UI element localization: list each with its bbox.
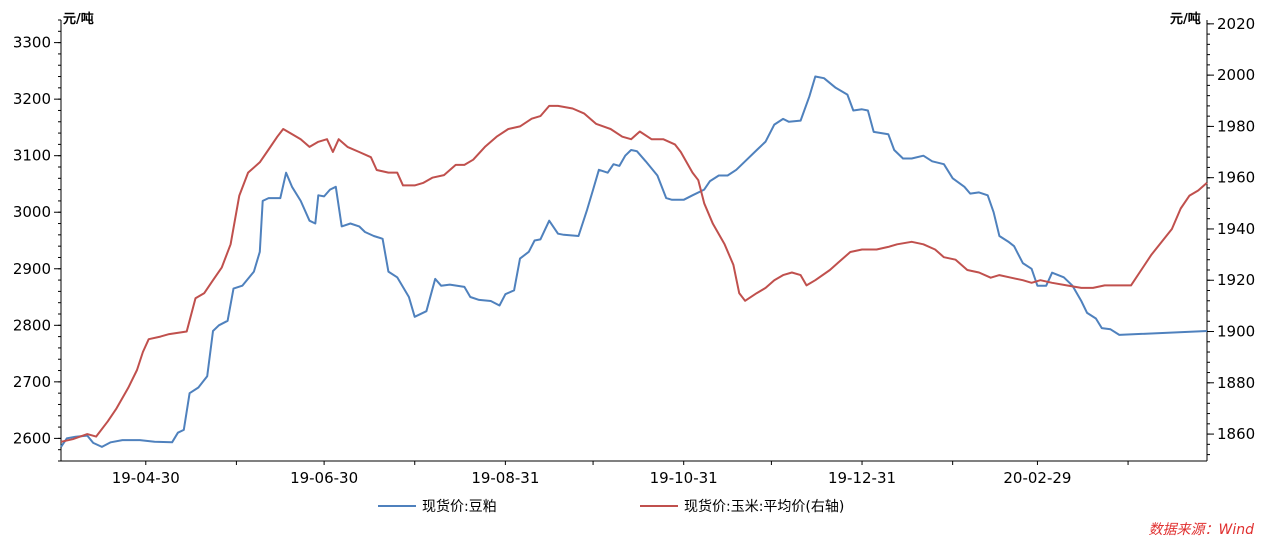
left-tick-label: 2900 bbox=[13, 260, 51, 278]
right-tick-label: 1880 bbox=[1217, 374, 1255, 392]
legend-label-corn: 现货价:玉米:平均价(右轴) bbox=[684, 498, 844, 515]
source-note: 数据来源：Wind bbox=[1148, 522, 1255, 538]
right-unit-label: 元/吨 bbox=[1170, 11, 1201, 27]
left-tick-label: 3100 bbox=[13, 147, 51, 165]
right-tick-label: 1960 bbox=[1217, 169, 1255, 187]
left-tick-label: 3200 bbox=[13, 90, 51, 108]
right-tick-label: 1940 bbox=[1217, 220, 1255, 238]
x-tick-label: 19-08-31 bbox=[471, 469, 539, 487]
legend: 现货价:豆粕 现货价:玉米:平均价(右轴) bbox=[378, 498, 844, 515]
right-tick-label: 2000 bbox=[1217, 66, 1255, 84]
right-tick-label: 1860 bbox=[1217, 425, 1255, 443]
left-tick-label: 2700 bbox=[13, 373, 51, 391]
series-line-corn bbox=[60, 104, 1208, 443]
left-tick-label: 2800 bbox=[13, 316, 51, 334]
x-tick-label: 19-06-30 bbox=[290, 469, 358, 487]
x-tick-label: 19-12-31 bbox=[828, 469, 896, 487]
axes: 2600 2700 2800 2900 3000 3100 3200 3300 1860 1880… bbox=[13, 11, 1255, 487]
series-line-soymeal bbox=[60, 75, 1208, 448]
x-tick-label: 19-04-30 bbox=[112, 469, 180, 487]
left-tick-label: 2600 bbox=[13, 429, 51, 447]
x-tick-label: 19-10-31 bbox=[650, 469, 718, 487]
right-tick-label: 1920 bbox=[1217, 271, 1255, 289]
legend-label-soymeal: 现货价:豆粕 bbox=[422, 498, 497, 515]
x-tick-label: 20-02-29 bbox=[1003, 469, 1071, 487]
left-unit-label: 元/吨 bbox=[63, 11, 94, 27]
right-tick-label: 1900 bbox=[1217, 323, 1255, 341]
right-tick-label: 2020 bbox=[1217, 15, 1255, 33]
right-tick-label: 1980 bbox=[1217, 117, 1255, 135]
left-tick-label: 3000 bbox=[13, 203, 51, 221]
series-layer bbox=[60, 75, 1208, 448]
left-tick-label: 3300 bbox=[13, 34, 51, 52]
